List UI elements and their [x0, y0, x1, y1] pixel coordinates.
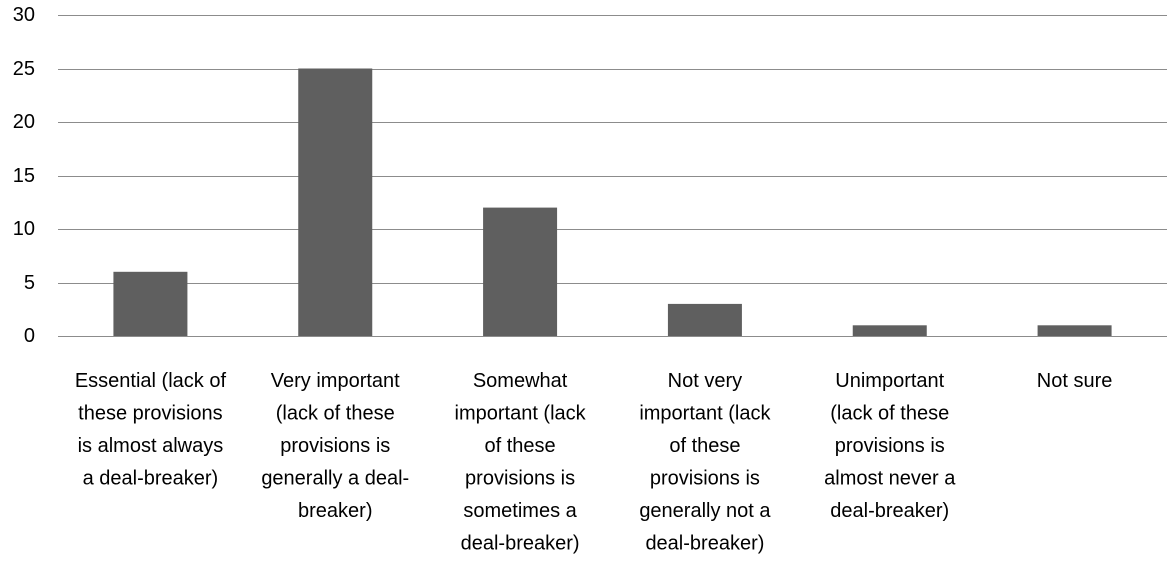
category-label-line: provisions is	[650, 468, 760, 490]
category-label-line: Essential (lack of	[75, 370, 227, 392]
category-label-line: Somewhat	[473, 370, 568, 392]
category-label-line: of these	[484, 435, 555, 457]
x-category-label-2: Very important (lack of these provisions i…	[261, 370, 409, 522]
bars	[113, 68, 1112, 336]
category-label-line: these provisions	[78, 403, 223, 425]
x-category-label-6: Not sure	[1037, 370, 1113, 392]
category-label-line: (lack of these	[276, 403, 395, 425]
y-tick-label: 5	[24, 272, 35, 294]
category-label-line: provisions is	[465, 468, 575, 490]
category-label-line: Very important	[271, 370, 400, 392]
category-label-line: of these	[669, 435, 740, 457]
y-tick-label: 20	[13, 111, 35, 133]
x-category-label-1: Essential (lack of these provisions is alm…	[75, 370, 227, 490]
category-label-line: deal-breaker)	[830, 500, 949, 522]
category-label-line: deal-breaker)	[461, 533, 580, 555]
x-category-label-3: Somewhat important (lack of these provision…	[455, 370, 587, 555]
category-label-line: breaker)	[298, 500, 372, 522]
category-label-line: Not sure	[1037, 370, 1113, 392]
bar-1	[113, 271, 188, 336]
category-label-line: a deal-breaker)	[83, 468, 219, 490]
bar-4	[667, 303, 742, 336]
bar-5	[852, 325, 927, 336]
y-tick-label: 30	[13, 4, 35, 26]
category-label-line: important (lack	[639, 403, 771, 425]
y-tick-label: 25	[13, 58, 35, 80]
y-tick-label: 15	[13, 165, 35, 187]
y-tick-label: 0	[24, 325, 35, 347]
bar-3	[483, 207, 558, 336]
category-label-line: provisions is	[280, 435, 390, 457]
category-label-line: generally a deal-	[261, 468, 409, 490]
category-label-line: Unimportant	[835, 370, 944, 392]
x-axis-category-labels: Essential (lack of these provisions is alm…	[75, 370, 1113, 555]
category-label-line: almost never a	[824, 468, 956, 490]
category-label-line: Not very	[668, 370, 742, 392]
x-category-label-5: Unimportant (lack of these provisions is al…	[824, 370, 956, 522]
y-tick-label: 10	[13, 218, 35, 240]
category-label-line: provisions is	[835, 435, 945, 457]
category-label-line: is almost always	[78, 435, 224, 457]
y-axis-tick-labels: 0 5 10 15 20 25 30	[13, 4, 35, 347]
gridlines	[58, 15, 1167, 337]
category-label-line: sometimes a	[463, 500, 577, 522]
bar-6	[1037, 325, 1112, 336]
category-label-line: generally not a	[639, 500, 771, 522]
category-label-line: important (lack	[455, 403, 587, 425]
category-label-line: deal-breaker)	[645, 533, 764, 555]
category-label-line: (lack of these	[830, 403, 949, 425]
x-category-label-4: Not very important (lack of these provision…	[639, 370, 771, 555]
bar-2	[298, 68, 373, 336]
